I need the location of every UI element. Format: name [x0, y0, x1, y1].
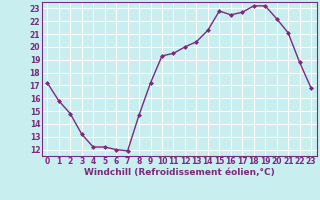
X-axis label: Windchill (Refroidissement éolien,°C): Windchill (Refroidissement éolien,°C) [84, 168, 275, 177]
